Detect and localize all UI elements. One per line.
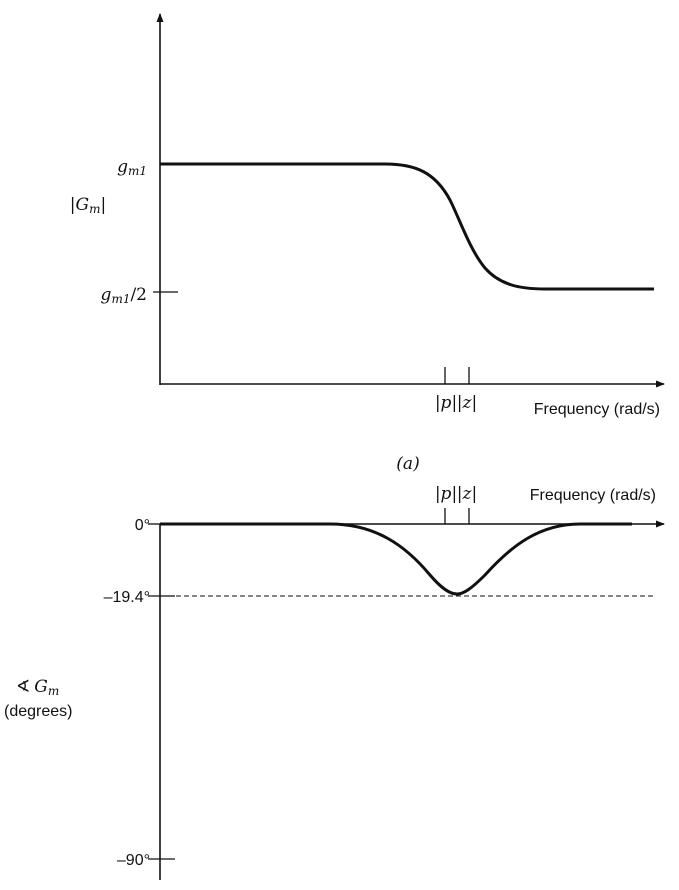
pole-label-phase: |p|: [435, 484, 457, 504]
phase-axis-units: (degrees): [4, 703, 72, 720]
pole-label-magnitude: |p|: [435, 393, 457, 413]
tick-label-minus-90: –90°: [117, 852, 150, 869]
caption-a: (a): [396, 454, 419, 474]
tick-label-gm1: gm1: [117, 157, 147, 178]
zero-label-magnitude: |z|: [457, 393, 477, 413]
tick-label-min-phase: –19.4°: [104, 589, 150, 606]
zero-label-phase: |z|: [457, 484, 477, 504]
phase-axis-label: ∢ Gm: [16, 677, 59, 698]
tick-label-zero-degrees: 0°: [135, 517, 150, 534]
tick-label-gm1-half: gm1/2: [101, 285, 147, 306]
phase-plot: |p| |z| Frequency (rad/s) 0° –19.4° –90°…: [4, 484, 665, 880]
phase-x-axis-label: Frequency (rad/s): [530, 487, 656, 504]
magnitude-curve: [160, 162, 654, 291]
magnitude-x-axis-label: Frequency (rad/s): [534, 401, 660, 418]
magnitude-axis-label: |Gm|: [70, 195, 106, 216]
phase-curve: [160, 522, 632, 596]
magnitude-plot: gm1 |Gm| gm1/2 |p| |z| Frequency (rad/s): [70, 13, 665, 418]
